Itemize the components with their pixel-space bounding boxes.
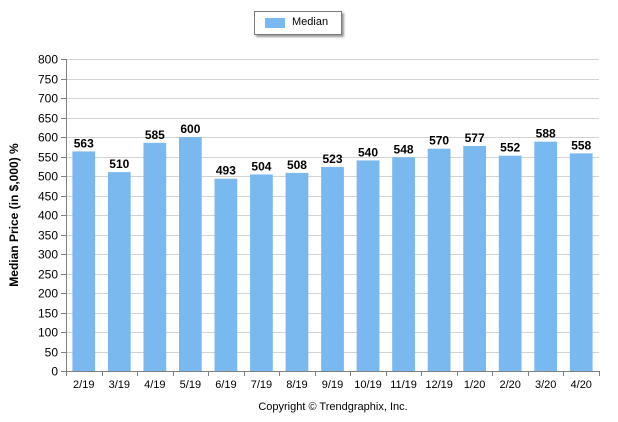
y-tick-label: 250 [38, 268, 58, 282]
bar [356, 160, 380, 371]
y-tick-label: 200 [38, 287, 58, 301]
bar [72, 151, 96, 371]
y-tick-label: 350 [38, 229, 58, 243]
legend-label: Median [292, 16, 329, 28]
y-tick-label: 450 [38, 190, 58, 204]
y-tick-label: 300 [38, 248, 58, 262]
bar [498, 155, 522, 371]
x-tick-label: 1/20 [464, 379, 485, 391]
bar [392, 157, 415, 371]
x-tick-label: 2/19 [73, 379, 94, 391]
y-tick-label: 50 [45, 346, 59, 360]
x-tick-label: 12/19 [425, 379, 453, 391]
bar [285, 172, 309, 371]
data-label: 577 [465, 131, 485, 145]
bar [427, 148, 451, 371]
y-tick-label: 400 [38, 209, 58, 223]
bar [107, 172, 131, 371]
bar [143, 142, 167, 371]
y-tick-label: 650 [38, 112, 58, 126]
data-label: 588 [536, 127, 556, 141]
x-tick-label: 2/20 [499, 379, 520, 391]
x-tick-label: 6/19 [215, 379, 236, 391]
x-tick-label: 3/19 [109, 379, 130, 391]
data-label: 510 [109, 157, 129, 171]
y-tick-label: 700 [38, 92, 58, 106]
bar [179, 137, 202, 371]
y-tick-label: 150 [38, 307, 58, 321]
data-label: 552 [500, 141, 520, 155]
y-tick-label: 600 [38, 131, 58, 145]
x-tick-label: 3/20 [535, 379, 556, 391]
y-tick-label: 550 [38, 151, 58, 165]
data-label: 563 [74, 136, 94, 150]
x-tick-label: 9/19 [322, 379, 343, 391]
data-label: 504 [251, 159, 271, 173]
data-label: 600 [180, 122, 200, 136]
x-tick-label: 4/19 [144, 379, 165, 391]
data-label: 493 [216, 164, 236, 178]
legend-swatch [265, 18, 285, 28]
legend: Median [254, 11, 342, 35]
data-label: 585 [145, 128, 165, 142]
bar [321, 167, 344, 371]
data-label: 548 [394, 142, 414, 156]
y-tick-label: 500 [38, 170, 58, 184]
bar [569, 153, 593, 371]
x-tick-label: 8/19 [286, 379, 307, 391]
bar [214, 178, 238, 371]
y-tick-label: 800 [38, 53, 58, 67]
bar [463, 145, 486, 371]
bar [250, 174, 273, 371]
data-label: 570 [429, 134, 449, 148]
data-label: 523 [322, 152, 342, 166]
x-tick-label: 10/19 [354, 379, 382, 391]
copyright-text: Copyright © Trendgraphix, Inc. [258, 401, 408, 413]
x-tick-label: 5/19 [180, 379, 201, 391]
data-label: 508 [287, 158, 307, 172]
bar [534, 141, 558, 371]
y-tick-label: 750 [38, 73, 58, 87]
y-tick-label: 100 [38, 326, 58, 340]
data-label: 540 [358, 145, 378, 159]
x-tick-label: 4/20 [571, 379, 592, 391]
data-label: 558 [571, 138, 591, 152]
x-tick-label: 11/19 [390, 379, 417, 391]
y-tick-label: 0 [51, 365, 58, 379]
x-tick-label: 7/19 [251, 379, 272, 391]
